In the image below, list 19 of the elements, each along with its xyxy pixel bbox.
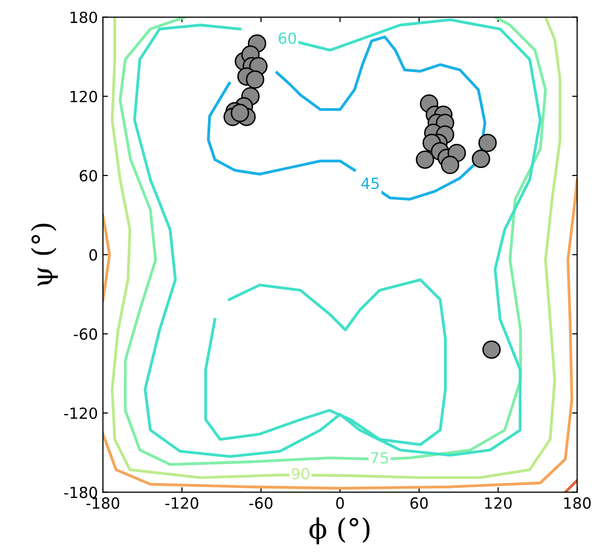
y-tick-label: -180 (64, 486, 98, 498)
series-label: 90 (292, 468, 310, 480)
y-tick-label: -120 (64, 407, 98, 420)
y-axis-title: ψ (°) (30, 224, 58, 286)
series-label: 75 (371, 452, 388, 464)
series-label: 60 (278, 32, 296, 44)
x-tick-label: -60 (249, 497, 272, 509)
x-tick-label: 180 (564, 497, 591, 509)
y-tick-label: 60 (80, 170, 98, 182)
x-tick-label: 120 (485, 497, 512, 509)
y-tick-label: -60 (74, 328, 98, 340)
series-label: 45 (361, 178, 379, 190)
y-tick-label: 120 (70, 90, 98, 102)
y-tick-label: 0 (89, 249, 98, 261)
y-tick-label: 180 (70, 12, 98, 24)
x-axis-title: ϕ (°) (309, 517, 370, 544)
x-tick-label: -120 (165, 497, 198, 509)
x-tick-label: 60 (410, 497, 428, 509)
x-tick-label: 0 (336, 497, 344, 509)
